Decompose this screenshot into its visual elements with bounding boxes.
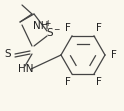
- Text: F: F: [96, 23, 101, 33]
- Text: F: F: [65, 23, 70, 33]
- Text: −: −: [53, 26, 59, 35]
- Text: +: +: [44, 19, 50, 28]
- Text: S: S: [46, 28, 53, 38]
- Text: F: F: [96, 77, 101, 87]
- Text: NH: NH: [33, 21, 48, 31]
- Text: F: F: [111, 50, 117, 60]
- Text: F: F: [65, 77, 70, 87]
- Text: S: S: [5, 49, 11, 59]
- Text: HN: HN: [18, 64, 33, 74]
